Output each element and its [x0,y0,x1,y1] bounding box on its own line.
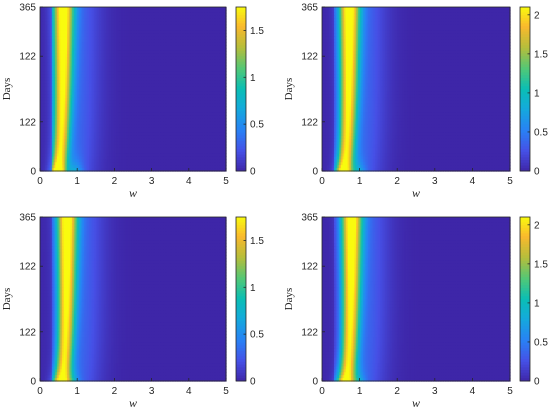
heatmap-cells [40,7,227,172]
